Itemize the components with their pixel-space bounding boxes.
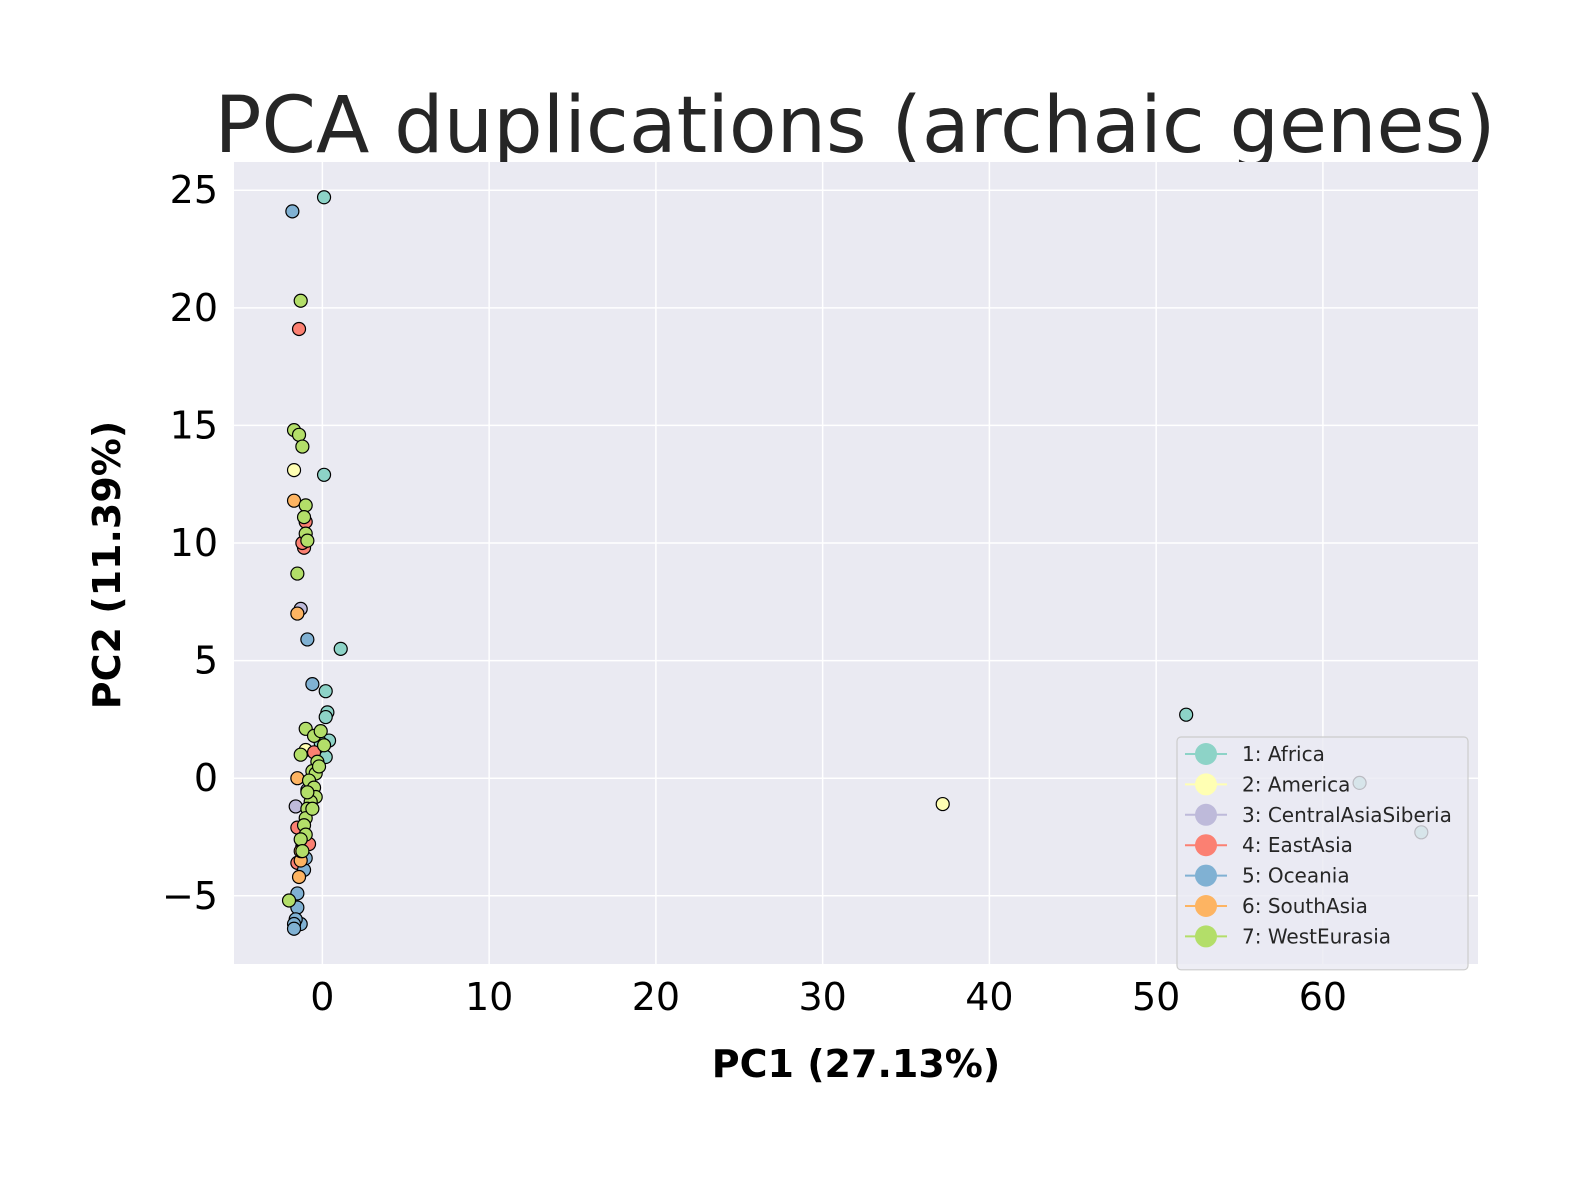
data-point [316,738,332,753]
tick-labels: 0 10 20 30 40 50 60 −5 0 5 10 15 20 25 [162,168,1347,1019]
legend-label: 3: CentralAsiaSiberia [1242,803,1452,827]
data-point [290,566,305,581]
chart-title: PCA duplications (archaic genes) [214,81,1495,171]
legend-label: 7: WestEurasia [1242,924,1391,948]
data-point [305,801,320,816]
legend-marker [1195,834,1217,857]
data-point [286,921,302,936]
y-tick-label: −5 [162,874,218,918]
y-tick-label: 5 [194,639,218,683]
y-tick-label: 10 [170,521,218,565]
legend-marker [1195,925,1217,948]
legend-label: 5: Oceania [1242,864,1350,888]
data-point [300,533,315,548]
grid-lines [234,162,1478,964]
x-tick-label: 30 [798,975,846,1019]
legend: 1: Africa 2: America 3: CentralAsiaSiberia… [1176,736,1469,971]
data-point [295,439,310,454]
data-point [300,632,315,647]
data-point [291,869,307,885]
x-axis-label: PC1 (27.13%) [712,1042,1000,1086]
x-tick-label: 50 [1132,975,1180,1019]
data-point [293,293,308,308]
data-point [285,204,300,219]
y-tick-label: 25 [170,168,218,212]
legend-marker [1195,743,1217,765]
data-point [300,785,315,800]
x-tick-label: 0 [310,975,334,1019]
data-point [286,462,302,478]
data-point [298,498,313,513]
legend-box [1176,736,1469,971]
legend-marker [1195,895,1217,917]
data-point [291,427,307,442]
data-point [318,709,333,725]
x-tick-label: 60 [1299,975,1347,1019]
data-point [316,190,332,205]
legend-label: 6: SouthAsia [1242,894,1368,918]
data-point [311,759,327,774]
data-point [281,893,297,908]
data-points [281,190,1429,936]
legend-label: 1: Africa [1242,742,1325,766]
legend-label: 4: EastAsia [1242,833,1353,857]
data-point [293,747,308,762]
data-point [313,724,328,739]
data-point [333,641,348,656]
x-tick-label: 10 [465,975,513,1019]
y-tick-label: 15 [170,403,218,447]
legend-marker [1195,773,1217,796]
data-point [293,832,308,847]
data-point [935,796,950,812]
data-point [290,606,305,621]
data-point [290,771,305,786]
data-point [318,684,333,699]
legend-marker [1195,864,1217,887]
x-tick-label: 40 [965,975,1013,1019]
data-point [295,844,310,859]
y-tick-label: 0 [194,756,218,800]
legend-label: 2: America [1242,772,1350,796]
data-point [296,510,312,525]
y-axis-label: PC2 (11.39%) [85,421,129,709]
data-point [288,799,303,814]
data-point [286,493,302,508]
data-point [305,677,320,692]
x-tick-label: 20 [632,975,680,1019]
data-point [316,467,332,482]
legend-marker [1195,803,1217,826]
data-point [1179,707,1194,722]
y-tick-label: 20 [170,286,218,330]
data-point [291,321,307,337]
